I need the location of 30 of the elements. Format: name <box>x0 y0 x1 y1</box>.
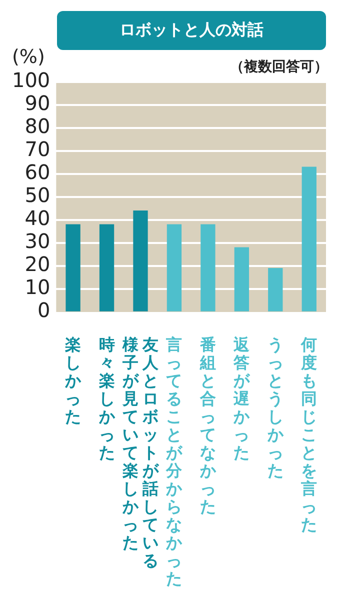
bar <box>302 166 316 312</box>
category-label: 言ってることが分からなかった <box>166 335 182 588</box>
y-tick-label: 80 <box>24 114 50 138</box>
x-tick-label: 時々楽しかった <box>98 335 116 462</box>
category-label: 番組と合ってなかった <box>200 335 216 516</box>
y-tick-label: 10 <box>24 275 50 300</box>
bar <box>234 247 250 312</box>
x-tick-label: うっとうしかった <box>266 335 284 480</box>
x-tick-label: 楽しかった <box>64 335 82 426</box>
bar <box>268 268 283 312</box>
y-tick-label: 0 <box>37 298 50 322</box>
y-tick-label: 30 <box>24 229 50 254</box>
category-label: 何度も同じことを言った <box>301 335 318 534</box>
category-label: 友人とロボットが話している様子が見ていて楽しかった <box>122 335 158 570</box>
y-tick-label: 100 <box>12 68 50 92</box>
y-tick-label: 40 <box>24 206 50 230</box>
y-tick-label: 20 <box>24 252 50 276</box>
y-tick-label: 70 <box>24 137 50 162</box>
y-tick-label: 90 <box>24 91 50 116</box>
chart-subtitle: （複数回答可） <box>230 58 328 76</box>
bar <box>66 224 80 312</box>
y-tick-label: 50 <box>24 183 50 208</box>
y-tick-label: 60 <box>24 160 50 184</box>
x-tick-label: 返答が遅かった <box>233 335 250 462</box>
bar <box>133 210 148 312</box>
bar <box>99 224 114 312</box>
bar <box>200 224 216 312</box>
y-axis-title: (%) <box>12 46 45 68</box>
bar <box>166 224 182 312</box>
chart-title: ロボットと人の対話 <box>57 11 326 50</box>
